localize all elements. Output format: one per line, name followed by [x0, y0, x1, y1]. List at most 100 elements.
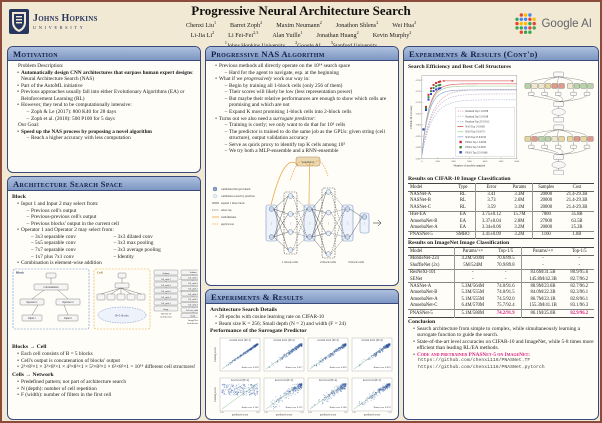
author-name: Maxim Neumann2 [276, 20, 322, 30]
bullet-item: • Previous approaches usually fall into e… [17, 89, 185, 102]
bullet-item: • Beam size K = 256; Small depth (N = 2) … [215, 320, 346, 327]
svg-text:PNAS Top 5 0.9181: PNAS Top 5 0.9181 [465, 146, 486, 149]
cells-network-heading: Cells → Network [12, 372, 54, 378]
svg-text:Cell, stride 2: Cell, stride 2 [188, 304, 198, 306]
svg-text:⋮: ⋮ [346, 221, 349, 225]
table-row: SENet - -145.8M/42.3B 82.7/96.2 [408, 276, 589, 283]
svg-text:Rank corr: 0.938: Rank corr: 0.938 [242, 366, 260, 369]
table-row: Hier-EA EA 3.75±0.12 15.7M 7000 35.8B [408, 211, 594, 219]
author-name: Jonathon Shlens2 [335, 20, 379, 30]
table-row: NASNet-A RL 3.41 3.3M 20000 21.4-29.3B [410, 191, 588, 198]
svg-text:⋮: ⋮ [270, 221, 273, 225]
bullet-item: – Reach a higher accuracy with less compu… [26, 135, 131, 142]
svg-text:0: 0 [421, 161, 423, 163]
svg-text:4000: 4000 [483, 161, 488, 163]
svg-text:Cell, stride 1: Cell, stride 1 [161, 290, 171, 292]
section-header-pnas-algorithm: Progressive NAS Algorithm [206, 47, 398, 61]
svg-text:predicted score: predicted score [232, 414, 249, 417]
bullet-item: • Input 1 and Input 2 may select from: [17, 201, 99, 208]
svg-text:Cell, stride 2: Cell, stride 2 [161, 296, 171, 298]
bullet-item: • Code and pretrained PNASNet-5 on ImageN… [413, 351, 531, 358]
surrogate-predictor-scatter-grid: current level (B=1) Rank corr: 0.938 train… [214, 338, 393, 417]
jhu-logo-line1: Johns Hopkins [33, 12, 98, 24]
operator-option: – 3x3 max pooling [113, 240, 154, 247]
svg-text:Image: Image [164, 307, 169, 310]
svg-text:Rank corr: 0.142: Rank corr: 0.142 [242, 406, 260, 409]
svg-text:×N: ×N [179, 277, 182, 280]
svg-text:Architecture: Architecture [187, 322, 198, 325]
svg-text:PNAS Top 1 0.9196: PNAS Top 1 0.9196 [465, 141, 486, 144]
svg-text:⋮: ⋮ [363, 221, 366, 225]
svg-text:training score: training score [214, 347, 217, 363]
bullet-item: • Search architecture from simple to comp… [413, 325, 580, 339]
svg-text:3x3 conv, stride 2: 3x3 conv, stride 2 [186, 310, 198, 312]
code-link[interactable]: https://github.com/chenxi116/PNASNet.TF [418, 358, 531, 364]
code-link[interactable]: https://github.com/chenxi116/PNASNet.pyt… [418, 364, 545, 370]
bullet-item: • Predefined pattern; not part of archite… [17, 379, 127, 386]
svg-text:training score: training score [214, 387, 217, 403]
bullet-item: • However, they tend to be computationall… [17, 102, 132, 109]
bullet-item: – We try both a MLP-ensemble and a RNN-en… [224, 148, 339, 155]
author-name: Wei Hua2 [392, 20, 417, 30]
bullet-item: • Combination is element-wise addition [17, 260, 102, 267]
svg-text:0.915: 0.915 [416, 91, 422, 93]
svg-text:0.910: 0.910 [416, 102, 422, 104]
bullet-item: • What if we progressively work our way i… [215, 76, 310, 83]
jhu-shield-icon [9, 9, 29, 34]
svg-text:0.92: 0.92 [388, 412, 392, 414]
author-name: Barret Zoph2 [230, 20, 263, 30]
section-motivation: Motivation Problem Description: • Automati… [7, 46, 201, 173]
affiliation: 3Stanford University [330, 40, 377, 49]
svg-text:6000: 6000 [515, 161, 520, 163]
table-row: AmoebaNet-A 5.1M/555M 74.5/92.0 86.7M/23.1B… [408, 296, 589, 303]
svg-text:Softmax: Softmax [163, 271, 170, 274]
bullet-item: Our Goal: [18, 122, 40, 129]
svg-text:next level (B=4): next level (B=4) [319, 379, 337, 382]
svg-text:apply/score: apply/score [221, 223, 235, 226]
svg-text:Cell, stride 1: Cell, stride 1 [188, 299, 198, 301]
svg-text:3000: 3000 [467, 161, 472, 163]
svg-text:0.92: 0.92 [256, 412, 260, 414]
section-experiments-contd: Experiments & Results (Cont'd) Search Ef… [403, 46, 599, 420]
svg-text:Cell, stride 1: Cell, stride 1 [188, 277, 198, 279]
algorithm-list: • Previous methods all directly operate o… [210, 63, 394, 155]
bullet-item: • F (width): number of filters in the fir… [17, 392, 112, 399]
author-name: Alan Yuille1 [272, 30, 303, 40]
svg-text:Concatenation: Concatenation [44, 286, 60, 289]
search-efficiency-chart: 0.885 0.890 0.895 0.900 0.905 0.910 0.915 0.920… [409, 75, 520, 168]
jhu-logo-line2: University [33, 24, 86, 30]
section-header-experiments-contd: Experiments & Results (Cont'd) [404, 47, 598, 61]
svg-text:B=5 blocks: B=5 blocks [115, 313, 129, 317]
bullet-item: • Each cell consists of B = 5 blocks [17, 351, 93, 358]
bullet-item: – But maybe their relative performances a… [224, 95, 387, 109]
section-header-search-space: Architecture Search Space [8, 177, 200, 191]
bullet-item: – Zoph & Le (2017): 800 K40 for 28 days [26, 108, 117, 115]
svg-text:1-block cells: 1-block cells [282, 260, 299, 264]
bullet-item: – Hard for the agent to navigate, esp. at… [224, 69, 339, 76]
table-row: NASNet-B RL 3.73 2.6M 20000 21.4-29.3B [410, 197, 588, 205]
svg-text:0.890: 0.890 [416, 147, 422, 149]
table-row: PNASNet-5 SMBO 3.41±0.09 3.2M 1160 1.0B [408, 231, 594, 239]
operator-option: – 3x3 dilated conv [113, 233, 153, 240]
bullet-item: – The predictor is trained to do the same… [224, 128, 385, 142]
svg-text:predicted score: predicted score [364, 414, 381, 417]
svg-text:Image: Image [191, 314, 196, 317]
bullet-item: – Previous blocks' output in the current … [26, 220, 120, 227]
svg-text:Softmax: Softmax [190, 271, 197, 274]
svg-text:0.905: 0.905 [416, 114, 422, 116]
svg-text:0.920: 0.920 [416, 80, 422, 82]
svg-text:current level (B=3): current level (B=3) [317, 339, 339, 342]
bullet-item: – Training is costly; we only want to do … [224, 122, 346, 129]
table-row: PNASNet-5 5.1M/588M 74.2/91.9 86.1M/25.0B 82… [408, 309, 594, 317]
imagenet-table-title: Results on ImageNet Image Classification [408, 240, 510, 247]
svg-text:Operator 1: Operator 1 [26, 301, 38, 304]
operator-option: – 7x7 separable conv [31, 247, 76, 253]
section-header-experiments: Experiments & Results [206, 290, 398, 304]
svg-text:Random Top 1 0.9158: Random Top 1 0.9158 [465, 110, 489, 113]
svg-text:candidates scored by predictor: candidates scored by predictor [221, 195, 255, 198]
bullet-item: • Part of the AutoML initiative [17, 82, 83, 89]
svg-text:Rank corr: 0.836: Rank corr: 0.836 [330, 366, 348, 369]
bullet-item: – Their scores will likely be low (less r… [224, 89, 353, 96]
svg-text:Cell: Cell [97, 270, 103, 274]
svg-text:3-block cells: 3-block cells [348, 260, 365, 264]
